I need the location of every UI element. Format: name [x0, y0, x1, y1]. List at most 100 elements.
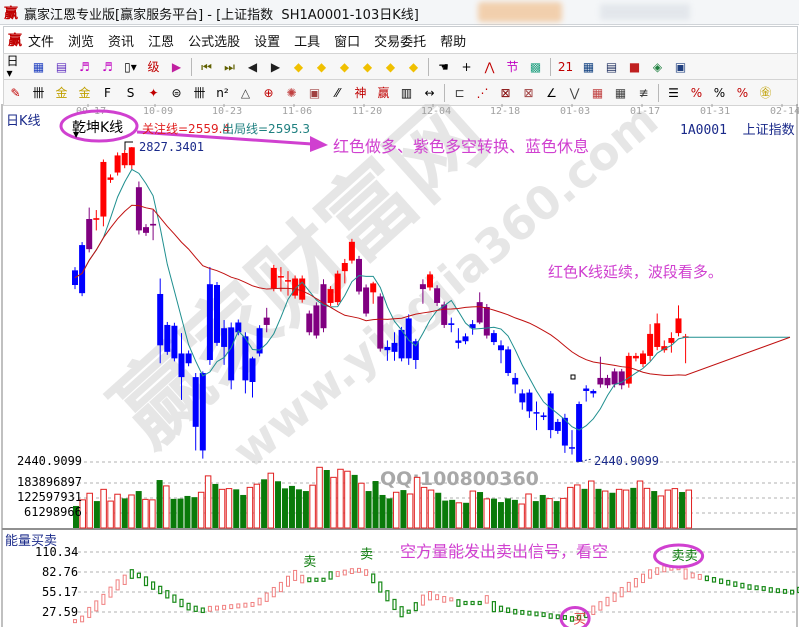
candle — [341, 263, 348, 272]
candle — [221, 328, 228, 347]
volume-bar-down — [609, 492, 616, 528]
diamond-cross-icon[interactable]: ◆ — [385, 59, 396, 74]
line-tool-icon[interactable]: ⋀ — [484, 59, 495, 74]
menu-file[interactable]: 文件 — [28, 34, 55, 50]
menu-settings[interactable]: 设置 — [254, 34, 281, 50]
prev-icon[interactable]: ◀ — [247, 59, 258, 74]
indicator-3-icon[interactable]: ♬ — [79, 59, 90, 74]
menu-trade[interactable]: 交易委托 — [374, 34, 427, 50]
candle — [654, 323, 661, 347]
calculator-icon[interactable]: ▦ — [582, 59, 595, 74]
spiral-icon[interactable]: S — [126, 85, 135, 100]
gann-grid-icon[interactable]: 卌 — [32, 85, 45, 100]
box-tool-icon[interactable]: ⊏ — [454, 85, 465, 100]
parallel-icon[interactable]: ≢ — [638, 85, 649, 100]
annotation-trend: 红色K线延续，波段看多。 — [548, 263, 723, 281]
period-day-icon[interactable]: 日▾ — [6, 53, 19, 80]
square-target-icon[interactable]: ▣ — [308, 85, 321, 100]
date-tick: 10-23 — [212, 106, 242, 117]
ruler-icon[interactable]: ▥ — [400, 85, 413, 100]
measure-icon[interactable]: ↔ — [424, 85, 435, 100]
first-icon[interactable]: ⏮ — [201, 59, 212, 74]
indicator-9-icon[interactable]: ♬ — [102, 59, 113, 74]
diamond-shrink-icon[interactable]: ◆ — [362, 59, 373, 74]
angle-icon[interactable]: ∠ — [546, 85, 557, 100]
kline-chart[interactable]: 赢家财富网 www.yingjia360.com QQ:100800360 09… — [0, 79, 799, 631]
volume-bar-up — [615, 488, 623, 529]
calendar-icon[interactable]: 21 — [557, 59, 574, 74]
crosshair-icon[interactable]: + — [461, 59, 472, 74]
menu-logo-icon[interactable]: 赢 — [8, 33, 22, 49]
list-icon[interactable]: ☰ — [668, 85, 679, 100]
next-icon[interactable]: ▶ — [270, 59, 281, 74]
menu-formula-screen[interactable]: 公式选股 — [188, 34, 241, 50]
energy-bar-buy — [293, 569, 298, 581]
circle-grid-icon[interactable]: ⊜ — [171, 85, 182, 100]
candle — [114, 155, 121, 173]
volume-bar-up — [107, 500, 114, 529]
gold-coin-icon[interactable]: ㊎ — [759, 85, 772, 100]
candle — [363, 287, 370, 314]
energy-bar-sell — [555, 614, 560, 620]
chart-window-icon[interactable]: ▦ — [32, 59, 45, 74]
v-line-icon[interactable]: ⋁ — [569, 85, 580, 100]
box-fan-2-icon[interactable]: ⊠ — [523, 85, 534, 100]
last-icon[interactable]: ⏭ — [224, 59, 235, 74]
grade-icon[interactable]: 级 — [147, 59, 160, 74]
n2-icon[interactable]: n² — [216, 85, 229, 100]
high-flag-icon — [124, 141, 133, 150]
gold-2-icon[interactable]: 金 — [78, 85, 91, 100]
rocket-icon[interactable]: ✦ — [148, 85, 159, 100]
box-fan-icon[interactable]: ⊠ — [500, 85, 511, 100]
candle — [93, 218, 100, 220]
menu-gann[interactable]: 江恩 — [148, 34, 175, 50]
indicator-selector[interactable]: 乾坤K线 — [72, 120, 124, 136]
dropdown-arrow-icon[interactable]: ▼ — [73, 130, 80, 139]
save-icon[interactable]: ■ — [628, 59, 641, 74]
fan-red-icon[interactable]: ⋰ — [476, 85, 489, 100]
percent-red-icon[interactable]: % — [690, 85, 703, 100]
menu-help[interactable]: 帮助 — [440, 34, 467, 50]
festival-icon[interactable]: 节 — [506, 59, 519, 74]
candle — [228, 327, 235, 381]
volume-bar-up — [413, 476, 421, 529]
notes-icon[interactable]: ▤ — [55, 59, 68, 74]
gold-1-icon[interactable]: 金 — [55, 85, 68, 100]
diamond-expand-icon[interactable]: ◆ — [339, 59, 350, 74]
grid-black-icon[interactable]: ▦ — [614, 85, 627, 100]
energy-bar-sell — [158, 585, 163, 595]
percent-lines-icon[interactable]: % — [736, 85, 749, 100]
energy-bar-sell — [768, 587, 773, 593]
hand-icon[interactable]: ☚ — [438, 59, 449, 74]
report-icon[interactable]: ▤ — [605, 59, 618, 74]
energy-bar-sell — [782, 588, 788, 594]
target-icon[interactable]: ⊕ — [263, 85, 274, 100]
grid-f-icon[interactable]: F — [104, 85, 111, 100]
print-icon[interactable]: ▣ — [674, 59, 687, 74]
candle — [483, 307, 490, 336]
shen-icon[interactable]: 神 — [354, 85, 367, 100]
network-icon[interactable]: ◈ — [652, 59, 663, 74]
angle-lines-icon[interactable]: ⁄⁄ — [335, 85, 340, 100]
percent-icon[interactable]: % — [713, 85, 726, 100]
menu-tools[interactable]: 工具 — [294, 34, 321, 50]
pen-icon[interactable]: ✎ — [10, 85, 21, 100]
candle — [590, 390, 597, 394]
bars-icon[interactable]: 卌 — [193, 85, 206, 100]
volume-bar-down — [184, 495, 191, 528]
fibonacci-icon[interactable]: ▩ — [529, 59, 542, 74]
star-target-icon[interactable]: ✺ — [286, 85, 297, 100]
menu-browse[interactable]: 浏览 — [68, 34, 95, 50]
grid-red-icon[interactable]: ▦ — [591, 85, 604, 100]
diamond-right-icon[interactable]: ◆ — [316, 59, 327, 74]
flag-icon[interactable]: ▶ — [171, 59, 182, 74]
ying-icon[interactable]: 赢 — [377, 85, 390, 100]
menu-news[interactable]: 资讯 — [108, 34, 135, 50]
menu-window[interactable]: 窗口 — [334, 34, 361, 50]
diamond-left-icon[interactable]: ◆ — [293, 59, 304, 74]
triangle-icon[interactable]: △ — [240, 85, 251, 100]
candle-type-icon[interactable]: ▯▾ — [124, 59, 137, 74]
candle — [199, 373, 206, 451]
diamond-vert-icon[interactable]: ◆ — [408, 59, 419, 74]
chart-area[interactable]: 赢家财富网 www.yingjia360.com QQ:100800360 09… — [0, 79, 799, 631]
